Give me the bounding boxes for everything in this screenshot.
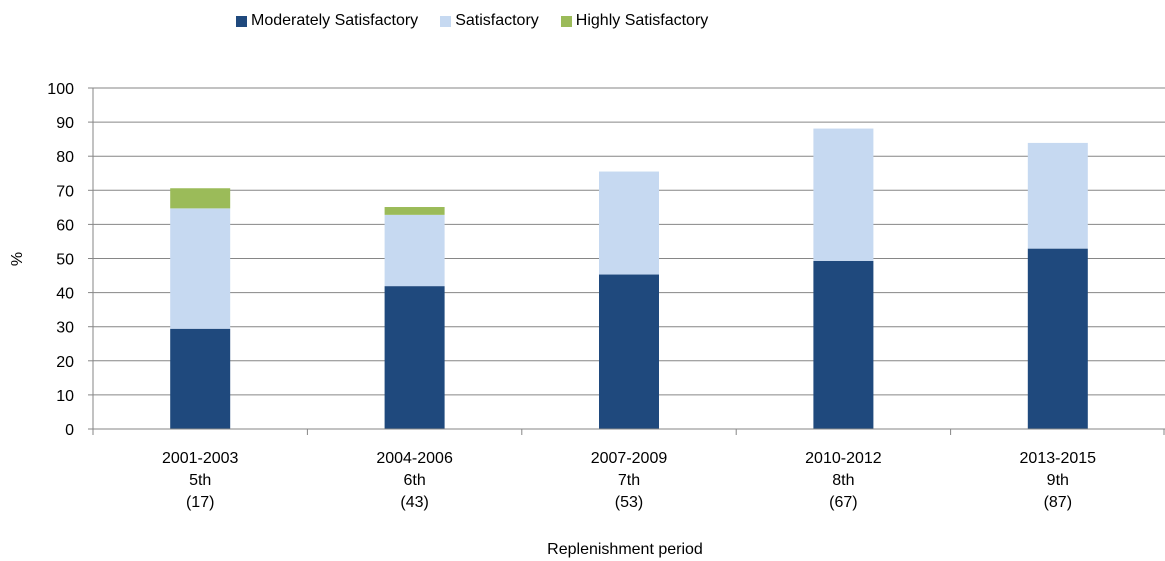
- bar-segment-satisfactory: [384, 214, 445, 287]
- y-tick-label: 100: [47, 81, 74, 98]
- legend: Moderately Satisfactory Satisfactory Hig…: [236, 12, 730, 30]
- x-tick-label: 2013-2015: [1020, 450, 1097, 467]
- x-tick-label: 7th: [618, 472, 640, 489]
- x-tick-label: (17): [186, 494, 214, 511]
- y-axis-label: %: [9, 252, 26, 266]
- legend-label-highly-satisfactory: Highly Satisfactory: [575, 12, 709, 29]
- bar-segment-moderately-satisfactory: [599, 274, 659, 429]
- bar-segment-highly-satisfactory: [384, 207, 445, 215]
- bar-segment-moderately-satisfactory: [813, 260, 874, 429]
- x-tick-label: (87): [1044, 494, 1072, 511]
- y-tick-label: 50: [56, 252, 74, 269]
- axes: 0 10 20 30 40 50 60 70 80 90 100 2001-2003 5th (17) 20…: [47, 81, 1165, 511]
- x-tick-label: 5th: [189, 472, 211, 489]
- bar-segment-satisfactory: [813, 128, 874, 261]
- bars: [170, 128, 1088, 429]
- legend-swatch-highly-satisfactory: [560, 15, 572, 27]
- bar-segment-moderately-satisfactory: [170, 328, 231, 429]
- legend-label-moderately-satisfactory: Moderately Satisfactory: [251, 12, 419, 29]
- x-tick-label: 6th: [403, 472, 425, 489]
- x-tick-label: 2001-2003: [162, 450, 239, 467]
- y-tick-label: 20: [56, 354, 74, 371]
- x-tick-label: 2007-2009: [591, 450, 668, 467]
- legend-swatch-satisfactory: [440, 15, 452, 27]
- y-tick-label: 40: [56, 286, 74, 303]
- x-tick-label: 8th: [832, 472, 854, 489]
- bar-segment-moderately-satisfactory: [384, 286, 445, 429]
- x-tick-label: (53): [615, 494, 643, 511]
- bar-segment-satisfactory: [170, 208, 231, 329]
- y-tick-label: 80: [56, 149, 74, 166]
- legend-item-satisfactory: Satisfactory: [440, 12, 539, 30]
- y-tick-label: 70: [56, 183, 74, 200]
- y-tick-label: 30: [56, 320, 74, 337]
- legend-swatch-moderately-satisfactory: [236, 15, 247, 27]
- x-tick-label: 2004-2006: [376, 450, 453, 467]
- bar-segment-moderately-satisfactory: [1027, 248, 1088, 429]
- x-axis-label: Replenishment period: [547, 541, 703, 558]
- x-tick-label: (67): [829, 494, 857, 511]
- x-tick-label: 9th: [1047, 472, 1069, 489]
- y-tick-label: 60: [56, 217, 74, 234]
- legend-item-moderately-satisfactory: Moderately Satisfactory: [236, 12, 418, 30]
- bar-segment-highly-satisfactory: [170, 188, 231, 209]
- x-tick-label: (43): [400, 494, 428, 511]
- y-tick-label: 90: [56, 115, 74, 132]
- legend-label-satisfactory: Satisfactory: [455, 12, 539, 29]
- y-tick-label: 10: [56, 388, 74, 405]
- bar-segment-satisfactory: [599, 171, 659, 275]
- x-tick-label: 2010-2012: [805, 450, 882, 467]
- bar-segment-satisfactory: [1027, 142, 1088, 249]
- legend-item-highly-satisfactory: Highly Satisfactory: [560, 12, 709, 30]
- y-tick-label: 0: [65, 422, 74, 439]
